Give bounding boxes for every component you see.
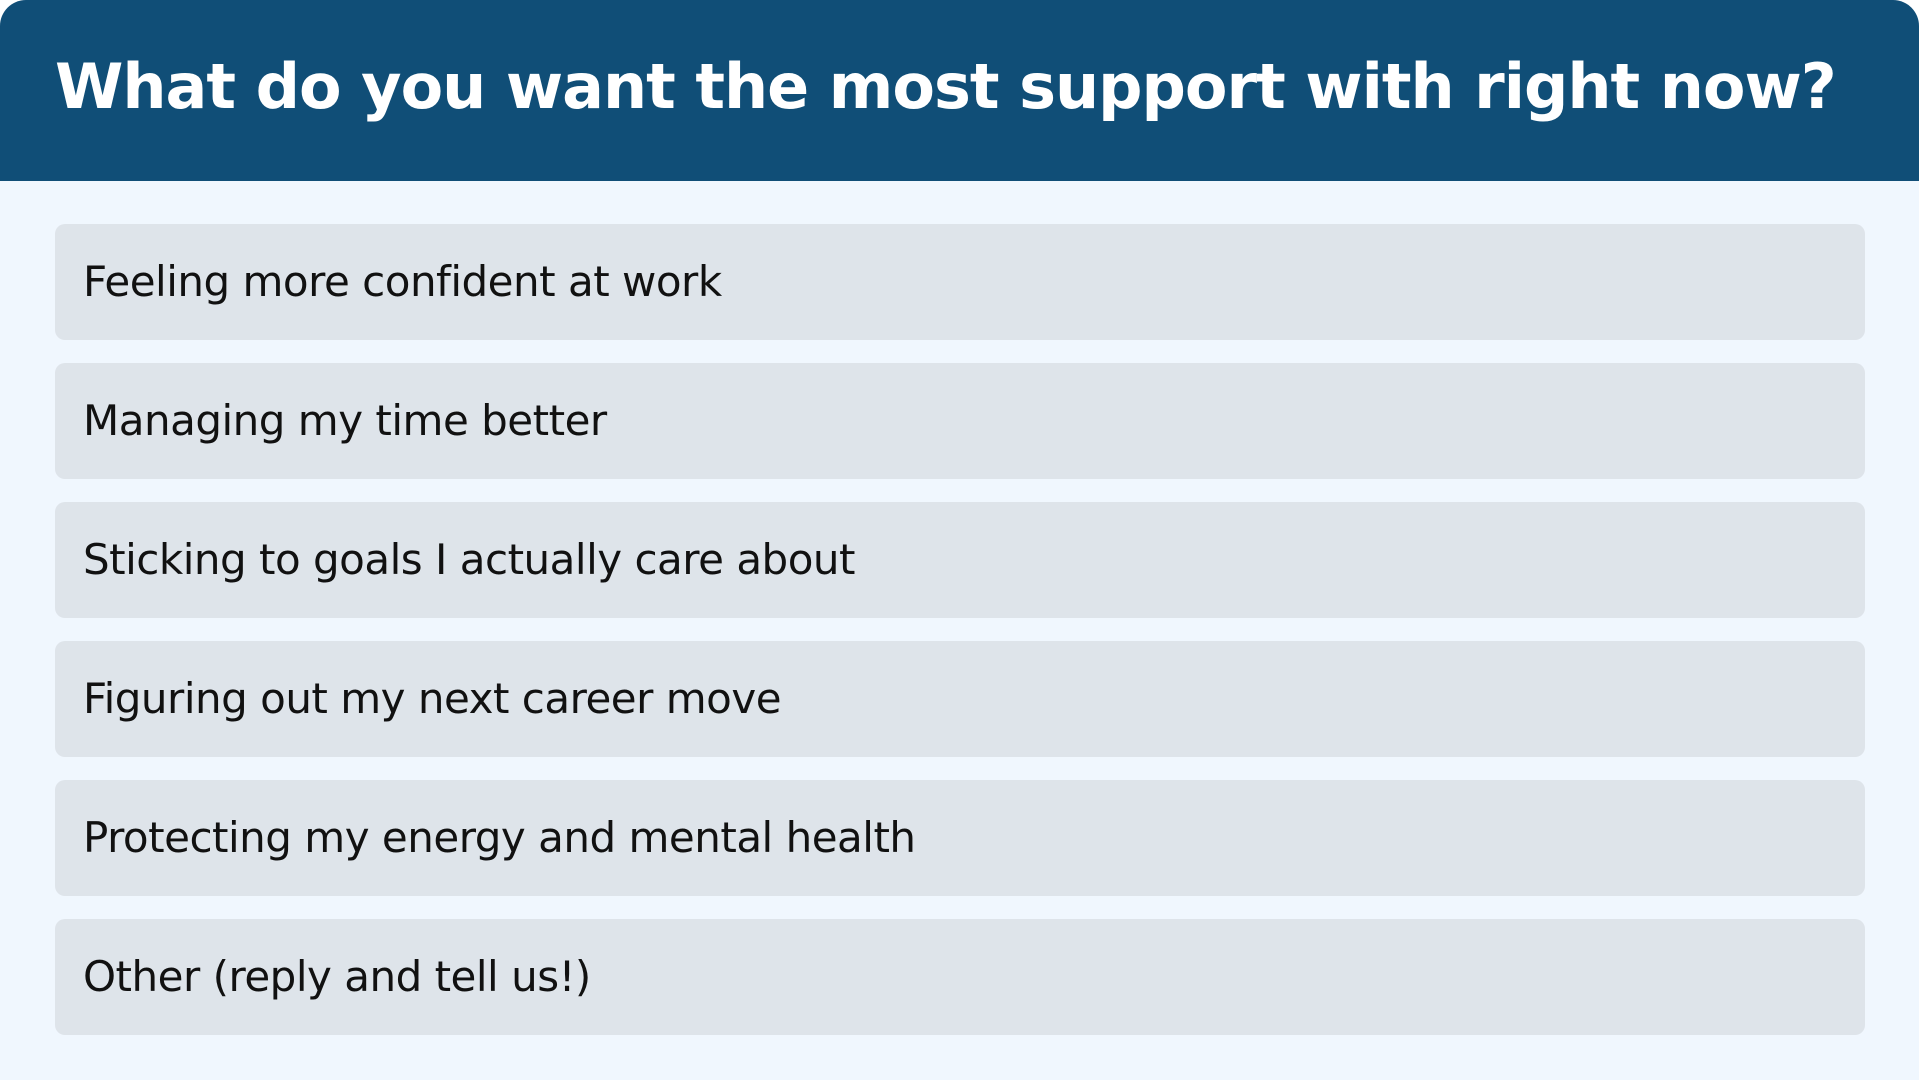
poll-options-list: Feeling more confident at work Managing …: [55, 224, 1865, 1058]
poll-option-time-management[interactable]: Managing my time better: [55, 363, 1865, 479]
poll-option-label: Figuring out my next career move: [83, 674, 782, 723]
poll-option-career-move[interactable]: Figuring out my next career move: [55, 641, 1865, 757]
poll-option-confidence[interactable]: Feeling more confident at work: [55, 224, 1865, 340]
poll-option-energy-mental-health[interactable]: Protecting my energy and mental health: [55, 780, 1865, 896]
poll-option-label: Protecting my energy and mental health: [83, 813, 916, 862]
poll-option-goals[interactable]: Sticking to goals I actually care about: [55, 502, 1865, 618]
poll-question-title: What do you want the most support with r…: [55, 49, 1837, 123]
poll-option-label: Feeling more confident at work: [83, 257, 722, 306]
poll-header: What do you want the most support with r…: [0, 0, 1919, 181]
poll-option-label: Sticking to goals I actually care about: [83, 535, 856, 584]
poll-option-label: Other (reply and tell us!): [83, 952, 591, 1001]
poll-option-label: Managing my time better: [83, 396, 607, 445]
poll-option-other[interactable]: Other (reply and tell us!): [55, 919, 1865, 1035]
